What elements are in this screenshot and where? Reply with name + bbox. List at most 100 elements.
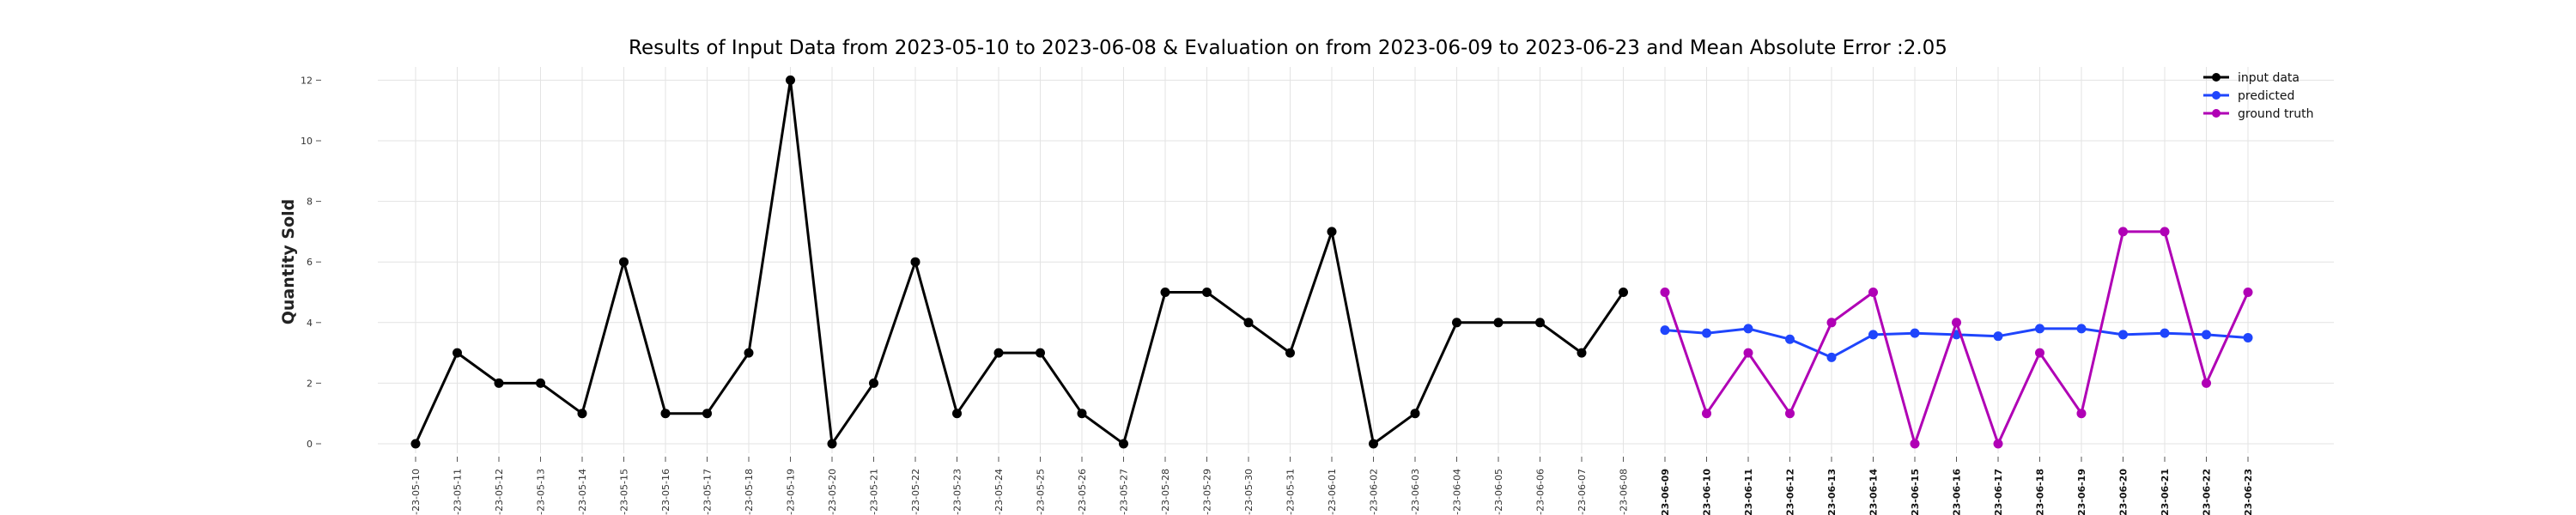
data-point [1660,288,1670,297]
data-point [1285,348,1295,358]
x-tick-label: -23-05-21 [869,469,880,515]
x-tick-label: -23-05-15 [619,469,630,515]
x-tick-label: -23-06-05 [1493,469,1504,515]
data-point [2243,332,2253,342]
x-tick-label: -23-06-12 [1785,469,1796,515]
data-point [1660,325,1670,336]
x-tick-label: -23-06-15 [1910,469,1921,515]
x-tick-label: -23-06-11 [1743,469,1754,515]
x-tick-label: -23-06-17 [1993,469,2004,515]
x-tick-label: -23-06-08 [1619,469,1630,515]
x-tick-label: -23-05-28 [1160,469,1171,515]
x-tick-label: -23-06-10 [1702,469,1713,515]
x-tick-label: -23-05-22 [910,469,921,515]
y-tick-label: 12 [301,75,313,86]
data-point [410,439,421,449]
data-point [1826,318,1837,328]
x-tick-label: -23-06-18 [2035,469,2046,515]
data-point [2160,328,2170,338]
data-point [660,409,671,419]
data-point [993,348,1004,358]
data-point [453,348,462,358]
x-tick-label: -23-05-24 [993,469,1005,515]
series-lines [410,75,2253,449]
data-point [1743,348,1753,358]
data-point [1868,288,1878,297]
legend-label: ground truth [2238,107,2313,121]
x-tick-label: -23-05-25 [1036,469,1047,515]
data-point [1535,318,1545,328]
x-tick-label: -23-05-20 [827,469,838,515]
x-tick-label: -23-05-30 [1243,469,1255,515]
data-point [2202,378,2211,388]
x-tick-label: -23-06-01 [1327,469,1338,515]
data-point [1868,330,1878,340]
x-tick-label: -23-06-04 [1452,469,1463,515]
legend-marker [2212,109,2221,118]
x-tick-label: -23-05-26 [1077,469,1088,515]
x-tick-label: -23-06-21 [2160,469,2171,515]
x-tick-label: -23-05-18 [744,469,755,515]
data-point [1327,227,1337,237]
data-point [2243,288,2253,297]
x-tick-label: -23-06-09 [1660,469,1671,515]
x-tick-label: -23-06-20 [2118,469,2129,515]
data-point [1577,348,1587,358]
data-point [1452,318,1461,328]
data-point [1702,328,1711,338]
data-point [1993,331,2003,342]
data-point [1160,288,1170,297]
data-point [1369,439,1378,449]
data-point [2160,227,2170,237]
y-axis-label: Quantity Sold [279,199,298,325]
x-tick-label: -23-06-03 [1410,469,1421,515]
x-tick-label: -23-05-11 [453,469,464,515]
y-tick-label: 0 [307,439,313,450]
data-point [1785,334,1795,344]
data-point [494,378,504,388]
data-point [1036,348,1045,358]
x-tick-label: -23-06-16 [1952,469,1963,515]
data-point [744,348,754,358]
legend-marker [2212,91,2221,100]
legend-marker [2212,73,2221,82]
data-point [2076,324,2087,334]
data-point [2035,348,2044,358]
grid-lines [378,67,2334,453]
x-tick-label: -23-05-17 [702,469,714,515]
data-point [536,378,545,388]
data-point [2035,324,2044,334]
x-axis-ticks: -23-05-10 -23-05-11 -23-05-12 -23-05-13 -23-… [410,457,2254,515]
data-point [2118,330,2128,340]
x-tick-label: -23-05-12 [494,469,505,515]
data-point [1910,328,1920,338]
data-point [1243,318,1254,328]
y-tick-label: 8 [307,197,313,208]
x-tick-label: -23-05-19 [786,469,797,515]
data-point [1826,352,1837,362]
data-point [1619,288,1628,297]
x-tick-label: -23-06-14 [1868,469,1880,515]
data-point [1952,318,1961,328]
y-tick-label: 6 [307,257,313,268]
data-point [1202,288,1212,297]
data-point [786,75,795,85]
x-tick-label: -23-05-27 [1119,469,1130,515]
data-point [702,409,712,419]
y-axis-ticks: 0 2 4 6 8 10 12 [301,75,321,450]
y-tick-label: 10 [301,136,313,147]
data-point [1077,409,1087,419]
x-tick-label: -23-06-06 [1535,469,1546,515]
data-point [1910,439,1920,449]
x-tick-label: -23-05-13 [536,469,547,515]
x-tick-label: -23-06-07 [1577,469,1588,515]
data-point [619,257,629,267]
legend-label: input data [2238,71,2300,85]
x-tick-label: -23-06-23 [2243,469,2254,515]
data-point [910,257,920,267]
data-point [827,439,837,449]
data-point [1410,409,1420,419]
x-tick-label: -23-05-31 [1285,469,1297,515]
data-point [1493,318,1504,328]
